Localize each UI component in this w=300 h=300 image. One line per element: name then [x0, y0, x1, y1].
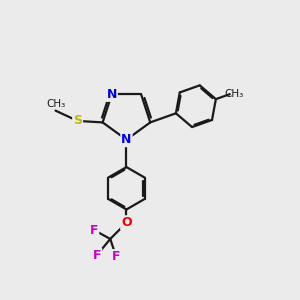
Text: F: F — [93, 249, 101, 262]
Text: F: F — [90, 224, 98, 237]
Text: N: N — [121, 133, 132, 146]
Text: CH₃: CH₃ — [224, 89, 244, 99]
Text: F: F — [112, 250, 120, 263]
Text: O: O — [121, 216, 132, 229]
Text: S: S — [73, 114, 82, 128]
Text: CH₃: CH₃ — [46, 99, 65, 109]
Text: N: N — [106, 88, 117, 101]
